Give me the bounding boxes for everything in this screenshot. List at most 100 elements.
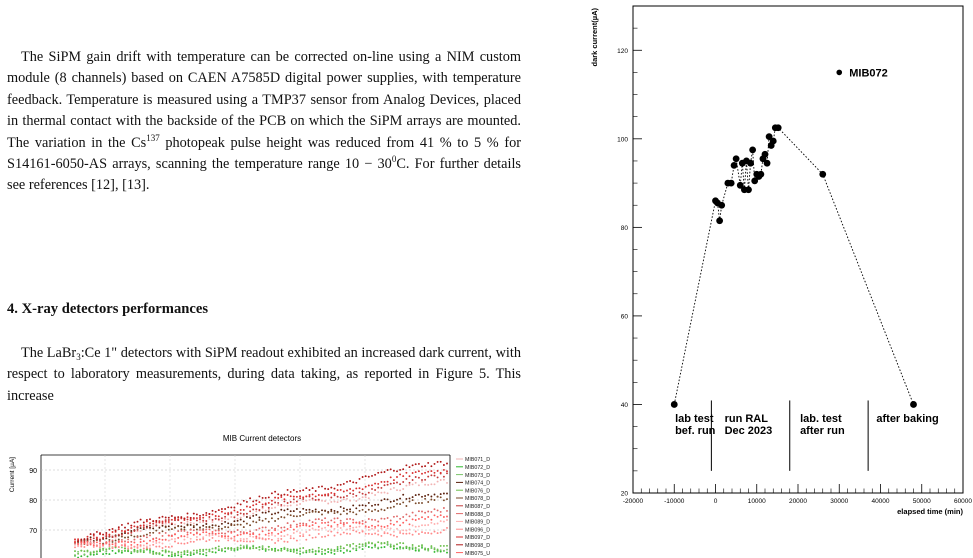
series-point bbox=[214, 510, 217, 513]
series-point bbox=[299, 503, 302, 505]
series-point bbox=[249, 533, 252, 536]
series-point bbox=[402, 481, 405, 483]
series-point bbox=[396, 543, 398, 546]
series-point bbox=[327, 502, 330, 505]
series-point bbox=[261, 530, 264, 533]
series-point bbox=[371, 504, 373, 507]
series-point bbox=[227, 506, 230, 509]
series-point bbox=[158, 516, 161, 519]
series-point bbox=[299, 522, 302, 525]
series-point bbox=[170, 535, 173, 538]
series-point bbox=[227, 522, 230, 525]
series-point bbox=[177, 518, 180, 521]
series-point bbox=[405, 532, 408, 535]
series-point bbox=[377, 486, 380, 489]
series-point bbox=[283, 540, 286, 543]
chart-title: MIB Current detectors bbox=[223, 434, 301, 443]
series-point bbox=[205, 514, 208, 517]
series-point bbox=[286, 504, 289, 507]
series-point bbox=[149, 547, 151, 550]
series-point bbox=[192, 540, 195, 543]
series-point bbox=[417, 462, 420, 465]
series-point bbox=[339, 547, 342, 550]
series-point bbox=[130, 534, 133, 537]
series-point bbox=[270, 526, 273, 529]
series-point bbox=[433, 548, 436, 551]
series-point bbox=[286, 488, 289, 491]
series-point bbox=[396, 489, 398, 492]
series-point bbox=[164, 520, 167, 523]
series-point bbox=[317, 518, 320, 521]
series-point bbox=[295, 490, 298, 493]
series-point bbox=[292, 501, 295, 504]
series-point bbox=[392, 500, 395, 503]
series-point bbox=[92, 545, 95, 548]
series-point bbox=[89, 543, 92, 546]
series-point bbox=[127, 522, 130, 525]
series-point bbox=[189, 528, 192, 531]
series-point bbox=[80, 555, 83, 558]
series-point bbox=[242, 513, 245, 515]
series-point bbox=[152, 525, 155, 528]
series-point bbox=[192, 517, 195, 520]
series-point bbox=[77, 539, 80, 542]
series-point bbox=[402, 532, 405, 535]
series-point bbox=[120, 529, 123, 532]
series-point bbox=[399, 497, 402, 500]
series-point bbox=[227, 530, 230, 533]
series-point bbox=[167, 516, 170, 519]
series-point bbox=[386, 469, 389, 471]
series-point bbox=[199, 516, 201, 519]
sub-run: 3 bbox=[76, 352, 81, 362]
series-point bbox=[342, 547, 345, 550]
series-point bbox=[277, 549, 280, 552]
series-point bbox=[308, 508, 311, 511]
mib-current-chart: MIB Current detectors Current [µA] 70 80 90 M… bbox=[9, 434, 490, 558]
series-point bbox=[433, 471, 436, 474]
series-point bbox=[408, 515, 411, 518]
series-point bbox=[170, 545, 173, 548]
series-point bbox=[177, 542, 180, 545]
series-point bbox=[321, 509, 323, 512]
series-point bbox=[80, 538, 83, 541]
series-point bbox=[108, 545, 111, 547]
series-point bbox=[89, 533, 92, 536]
series-point bbox=[421, 545, 423, 548]
series-point bbox=[245, 512, 248, 515]
series-point bbox=[202, 524, 205, 527]
series-point bbox=[114, 539, 117, 542]
series-point bbox=[358, 525, 361, 528]
series-point bbox=[421, 524, 423, 527]
series-point bbox=[364, 542, 367, 545]
series-point bbox=[224, 550, 227, 553]
series-point bbox=[317, 532, 320, 535]
series-point bbox=[411, 472, 414, 474]
series-point bbox=[186, 553, 189, 556]
series-point bbox=[358, 509, 361, 512]
series-point bbox=[339, 483, 342, 486]
series-point bbox=[105, 541, 108, 544]
series-point bbox=[174, 537, 176, 540]
series-point bbox=[202, 529, 205, 532]
series-point bbox=[230, 549, 233, 551]
series-point bbox=[358, 546, 361, 548]
series-point bbox=[152, 551, 155, 554]
series-point bbox=[136, 530, 139, 533]
series-point bbox=[289, 524, 292, 527]
series-point bbox=[330, 496, 333, 499]
series-point bbox=[167, 550, 170, 553]
series-point bbox=[427, 510, 430, 513]
series-point bbox=[339, 500, 342, 502]
series-point bbox=[367, 526, 370, 529]
series-point bbox=[217, 535, 220, 538]
series-point bbox=[167, 525, 170, 528]
series-point bbox=[374, 489, 377, 491]
series-point bbox=[383, 546, 386, 548]
series-point bbox=[211, 534, 214, 537]
series-point bbox=[333, 527, 336, 530]
series-point bbox=[430, 483, 433, 486]
series-point bbox=[242, 540, 245, 543]
series-point bbox=[346, 528, 348, 531]
series-point bbox=[142, 524, 145, 527]
series-point bbox=[402, 542, 405, 545]
